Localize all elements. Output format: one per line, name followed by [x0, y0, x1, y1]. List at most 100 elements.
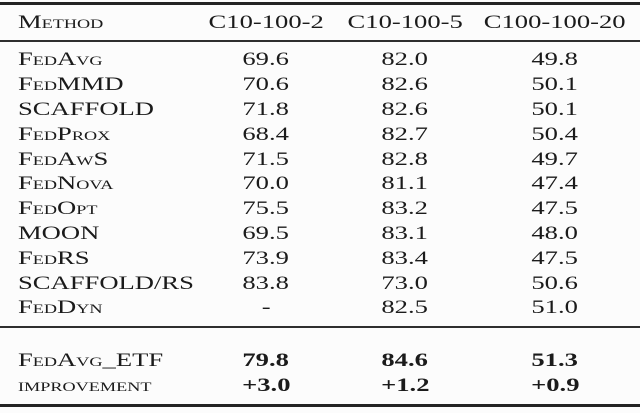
value-cell: 73.0 — [336, 273, 474, 295]
method-name: FedDyn — [18, 297, 103, 319]
value-cell: 50.4 — [474, 124, 636, 146]
value-cell: 49.7 — [474, 149, 636, 171]
method-cell: FedRS — [18, 248, 196, 270]
value-cell: 69.5 — [196, 223, 336, 245]
table-row: MOON 69.5 83.1 48.0 — [0, 222, 640, 247]
header-cell-method: Method — [18, 12, 196, 34]
metric-value: 82.8 — [381, 148, 429, 170]
metric-value: 83.1 — [381, 222, 429, 244]
metric-value: 47.5 — [531, 198, 579, 220]
table-row: FedNova 70.0 81.1 47.4 — [0, 172, 640, 197]
method-name: improvement — [18, 375, 152, 397]
value-cell: 82.5 — [336, 297, 474, 319]
metric-value: 82.7 — [381, 123, 429, 145]
value-cell: 47.5 — [474, 198, 636, 220]
column-header-c10-100-2: C10-100-2 — [208, 11, 324, 33]
value-cell: +1.2 — [336, 375, 474, 397]
table-body: FedAvg 69.6 82.0 49.8 FedMMD 70.6 82.6 50.1 SCAF… — [0, 42, 640, 326]
value-cell: +3.0 — [196, 375, 336, 397]
table-row: SCAFFOLD 71.8 82.6 50.1 — [0, 98, 640, 123]
method-cell: FedOpt — [18, 198, 196, 220]
metric-value: +1.2 — [380, 375, 430, 397]
metric-value: 82.0 — [381, 49, 429, 71]
value-cell: 51.0 — [474, 297, 636, 319]
metric-value: 69.6 — [242, 49, 290, 71]
metric-value: 51.3 — [531, 350, 579, 372]
metric-value: 83.8 — [242, 272, 290, 294]
metric-value: 70.6 — [242, 74, 290, 96]
value-cell: 47.4 — [474, 173, 636, 195]
metric-value: 84.6 — [381, 350, 429, 372]
method-name: FedAvg_ETF — [18, 350, 164, 372]
method-name: FedMMD — [18, 74, 124, 96]
table-row: FedAwS 71.5 82.8 49.7 — [0, 147, 640, 172]
metric-value: 83.4 — [381, 247, 429, 269]
header-cell-c100-100-20: C100-100-20 — [474, 12, 636, 34]
metric-value: 49.7 — [531, 148, 579, 170]
table-row: improvement +3.0 +1.2 +0.9 — [0, 374, 640, 399]
metric-value: 82.6 — [381, 74, 429, 96]
metric-value: 47.5 — [531, 247, 579, 269]
top-rule — [0, 2, 640, 5]
column-header-c100-100-20: C100-100-20 — [484, 11, 626, 33]
value-cell: 47.5 — [474, 248, 636, 270]
column-header-method: Method — [18, 11, 104, 33]
value-cell: 48.0 — [474, 223, 636, 245]
value-cell: 51.3 — [474, 350, 636, 372]
method-name: SCAFFOLD — [18, 98, 155, 120]
metric-value: +3.0 — [241, 375, 291, 397]
table-header-row: Method C10-100-2 C10-100-5 C100-100-20 — [0, 5, 640, 40]
value-cell: 81.1 — [336, 173, 474, 195]
method-cell: FedMMD — [18, 74, 196, 96]
metric-value: 73.0 — [381, 272, 429, 294]
value-cell: 70.0 — [196, 173, 336, 195]
value-cell: 75.5 — [196, 198, 336, 220]
value-cell: 82.0 — [336, 49, 474, 71]
value-cell: 83.4 — [336, 248, 474, 270]
header-rule — [0, 40, 640, 42]
value-cell: - — [196, 297, 336, 319]
table-row: FedRS 73.9 83.4 47.5 — [0, 246, 640, 271]
metric-value: 47.4 — [531, 173, 579, 195]
metric-value: 73.9 — [242, 247, 290, 269]
method-name: SCAFFOLD/RS — [18, 272, 194, 294]
method-cell: SCAFFOLD/RS — [18, 273, 196, 295]
metric-value: 50.1 — [531, 74, 579, 96]
method-cell: improvement — [18, 375, 196, 397]
method-name: FedProx — [18, 123, 111, 145]
table-row: FedAvg 69.6 82.0 49.8 — [0, 48, 640, 73]
value-cell: +0.9 — [474, 375, 636, 397]
metric-value: 49.8 — [531, 49, 579, 71]
metric-value: 71.8 — [242, 98, 290, 120]
method-cell: FedAvg_ETF — [18, 350, 196, 372]
metric-value: 68.4 — [242, 123, 290, 145]
value-cell: 79.8 — [196, 350, 336, 372]
table-row: FedProx 68.4 82.7 50.4 — [0, 122, 640, 147]
metric-value: +0.9 — [530, 375, 580, 397]
table-row: FedAvg_ETF 79.8 84.6 51.3 — [0, 349, 640, 374]
metric-value: 75.5 — [242, 198, 290, 220]
value-cell: 73.9 — [196, 248, 336, 270]
method-name: MOON — [18, 222, 100, 244]
metric-value: 69.5 — [242, 222, 290, 244]
value-cell: 68.4 — [196, 124, 336, 146]
value-cell: 50.1 — [474, 99, 636, 121]
metric-value: 71.5 — [242, 148, 290, 170]
metric-value: 79.8 — [242, 350, 290, 372]
value-cell: 69.6 — [196, 49, 336, 71]
value-cell: 82.7 — [336, 124, 474, 146]
value-cell: 71.8 — [196, 99, 336, 121]
method-name: FedAwS — [18, 148, 109, 170]
value-cell: 83.8 — [196, 273, 336, 295]
value-cell: 82.6 — [336, 99, 474, 121]
bottom-rule — [0, 403, 640, 407]
value-cell: 82.8 — [336, 149, 474, 171]
method-name: FedAvg — [18, 49, 103, 71]
method-name: FedRS — [18, 247, 90, 269]
metric-value: 50.4 — [531, 123, 579, 145]
value-cell: 50.1 — [474, 74, 636, 96]
value-cell: 83.2 — [336, 198, 474, 220]
method-cell: FedAvg — [18, 49, 196, 71]
metric-value: 82.6 — [381, 98, 429, 120]
